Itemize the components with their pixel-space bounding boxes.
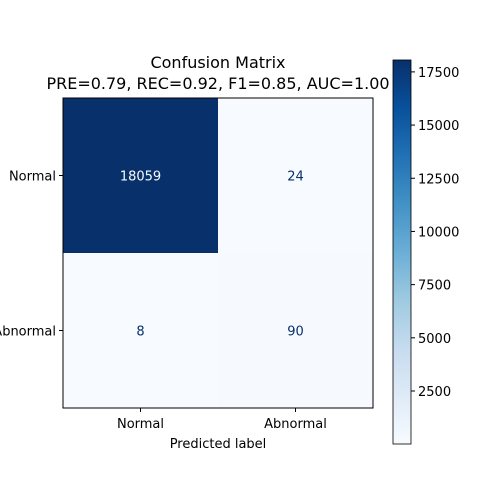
cell-value-label: 90 bbox=[287, 325, 304, 340]
colorbar bbox=[392, 59, 412, 445]
colorbar-tick-label: 10000 bbox=[418, 225, 459, 240]
y-tick-label: Normal bbox=[9, 170, 56, 185]
matrix-cell bbox=[63, 253, 218, 408]
plot-frame bbox=[62, 97, 374, 409]
matrix-cell bbox=[218, 98, 373, 253]
x-tick-label: Normal bbox=[117, 417, 164, 432]
colorbar-tick-label: 12500 bbox=[418, 172, 459, 187]
colorbar-ticks: 2500 5000 7500 10000 12500 15000 17500 bbox=[411, 66, 459, 400]
y-axis-ticks: Normal Abnormal bbox=[0, 170, 63, 340]
y-tick-label: Abnormal bbox=[0, 325, 56, 340]
matrix-cells: 18059 24 8 90 bbox=[63, 98, 373, 408]
x-axis-ticks: Normal Abnormal bbox=[117, 408, 327, 432]
colorbar-tick-label: 2500 bbox=[418, 385, 451, 400]
colorbar-tick-label: 5000 bbox=[418, 332, 451, 347]
colorbar-tick-label: 7500 bbox=[418, 279, 451, 294]
x-tick-label: Abnormal bbox=[264, 417, 327, 432]
colorbar-tick-label: 15000 bbox=[418, 119, 459, 134]
colorbar-tick-label: 17500 bbox=[418, 66, 459, 81]
matrix-cell bbox=[63, 98, 218, 253]
cell-value-label: 24 bbox=[287, 170, 304, 185]
x-axis-label: Predicted label bbox=[170, 437, 267, 452]
matrix-cell bbox=[218, 253, 373, 408]
chart-title: Confusion Matrix bbox=[150, 53, 285, 72]
cell-value-label: 18059 bbox=[120, 170, 161, 185]
cell-value-label: 8 bbox=[136, 325, 144, 340]
chart-subtitle: PRE=0.79, REC=0.92, F1=0.85, AUC=1.00 bbox=[46, 74, 389, 93]
